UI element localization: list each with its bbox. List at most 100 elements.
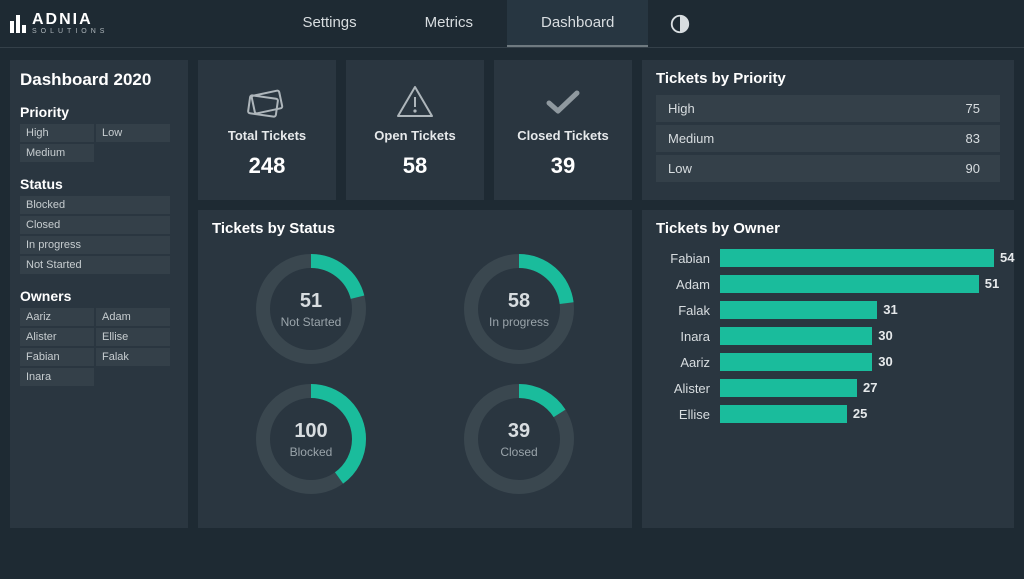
priority-row-value: 75 [966,101,980,116]
filter-pill[interactable]: Blocked [20,196,170,214]
filter-pill[interactable]: Closed [20,216,170,234]
donut-value: 51 [300,290,322,313]
owner-bar-row: Ellise 25 [656,405,994,423]
donut-label: Closed [500,445,537,459]
kpi-label: Total Tickets [228,128,306,143]
sidebar-section-owners: Owners AarizAdamAlisterElliseFabianFalak… [20,288,178,386]
filter-pill[interactable]: Aariz [20,308,94,326]
donut-value: 58 [508,290,530,313]
kpi-card: Closed Tickets 39 [494,60,632,200]
main-nav: SettingsMetricsDashboard [268,0,648,47]
contrast-icon [669,13,691,35]
donut-value: 39 [508,420,530,443]
kpi-label: Open Tickets [374,128,455,143]
brand-sub: SOLUTIONS [32,28,108,35]
kpi-value: 248 [249,153,286,179]
priority-row-value: 83 [966,131,980,146]
donut-label: In progress [489,315,549,329]
owner-value: 51 [985,275,999,293]
donut-chart: 58 In progress [430,249,608,369]
owner-bar-row: Falak 31 [656,301,994,319]
priority-row-label: Medium [668,131,714,146]
kpi-value: 39 [551,153,575,179]
panel-tickets-by-owner: Tickets by Owner Fabian 54 Adam 51 Falak 31 In… [642,210,1014,528]
owner-bar-row: Alister 27 [656,379,994,397]
kpi-label: Closed Tickets [517,128,609,143]
owner-bar: 30 [720,327,994,345]
nav-item-metrics[interactable]: Metrics [391,0,507,47]
owner-bar: 30 [720,353,994,371]
filter-pill[interactable]: Not Started [20,256,170,274]
owner-name: Adam [656,277,710,292]
owner-name: Inara [656,329,710,344]
priority-row: High 75 [656,95,1000,122]
owner-bar-row: Fabian 54 [656,249,994,267]
owner-value: 54 [1000,249,1014,267]
donut-chart: 39 Closed [430,379,608,499]
main-content: Total Tickets 248 Open Tickets 58 Closed Tic… [198,60,1014,528]
filter-pill[interactable]: Ellise [96,328,170,346]
brand-logo-mark [10,15,26,33]
brand-logo: ADNIA SOLUTIONS [10,12,108,35]
priority-row-value: 90 [966,161,980,176]
owner-name: Alister [656,381,710,396]
sidebar-section-priority: Priority HighLowMedium [20,104,178,162]
owner-name: Fabian [656,251,710,266]
filter-pill[interactable]: High [20,124,94,142]
ticket-icon [245,82,289,122]
sidebar-section-status: Status Blocked Closed In progress Not Start… [20,176,178,274]
owner-bar: 54 [720,249,994,267]
theme-toggle[interactable] [668,12,692,36]
priority-row: Low 90 [656,155,1000,182]
filter-pill[interactable]: In progress [20,236,170,254]
filter-pill[interactable]: Inara [20,368,94,386]
donut-value: 100 [294,420,327,443]
donut-chart: 100 Blocked [222,379,400,499]
donut-label: Not Started [281,315,342,329]
owner-value: 25 [853,405,867,423]
filter-pill[interactable]: Medium [20,144,94,162]
nav-item-settings[interactable]: Settings [268,0,390,47]
brand-name: ADNIA [32,12,108,28]
sidebar: Dashboard 2020 Priority HighLowMedium St… [10,60,188,528]
owner-value: 31 [883,301,897,319]
sidebar-status-title: Status [20,176,178,192]
priority-row-label: High [668,101,695,116]
nav-item-dashboard[interactable]: Dashboard [507,0,648,47]
owner-bar: 25 [720,405,994,423]
filter-pill[interactable]: Fabian [20,348,94,366]
donut-chart: 51 Not Started [222,249,400,369]
priority-row: Medium 83 [656,125,1000,152]
kpi-card: Total Tickets 248 [198,60,336,200]
owner-name: Ellise [656,407,710,422]
owner-panel-title: Tickets by Owner [656,220,1000,237]
owner-value: 30 [878,327,892,345]
kpi-card: Open Tickets 58 [346,60,484,200]
filter-pill[interactable]: Low [96,124,170,142]
owner-bar-row: Inara 30 [656,327,994,345]
panel-tickets-by-priority: Tickets by Priority High 75 Medium 83 Low 90 [642,60,1014,200]
filter-pill[interactable]: Alister [20,328,94,346]
priority-panel-title: Tickets by Priority [656,70,1000,87]
panel-tickets-by-status: Tickets by Status 51 Not Started 58 In prog… [198,210,632,528]
topbar: ADNIA SOLUTIONS SettingsMetricsDashboard [0,0,1024,48]
page-title: Dashboard 2020 [20,70,178,90]
sidebar-owners-title: Owners [20,288,178,304]
owner-bar: 31 [720,301,994,319]
kpi-value: 58 [403,153,427,179]
owner-name: Falak [656,303,710,318]
owner-bar-row: Aariz 30 [656,353,994,371]
sidebar-priority-title: Priority [20,104,178,120]
owner-value: 30 [878,353,892,371]
filter-pill[interactable]: Falak [96,348,170,366]
owner-name: Aariz [656,355,710,370]
filter-pill[interactable]: Adam [96,308,170,326]
owner-bar-row: Adam 51 [656,275,994,293]
owner-bar: 51 [720,275,994,293]
check-icon [543,82,583,122]
donut-label: Blocked [290,445,333,459]
owner-bar: 27 [720,379,994,397]
owner-value: 27 [863,379,877,397]
status-panel-title: Tickets by Status [212,220,618,237]
priority-row-label: Low [668,161,692,176]
